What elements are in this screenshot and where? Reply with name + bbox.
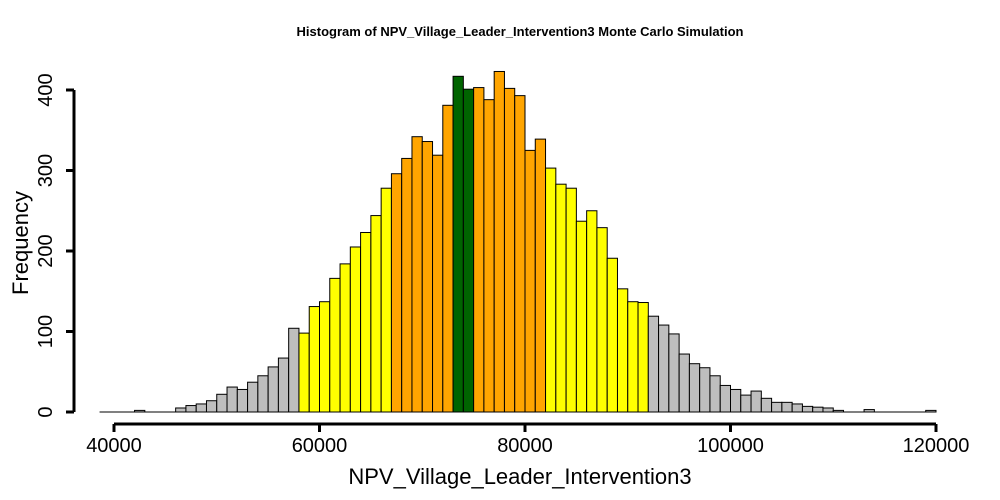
x-axis: 40000 60000 80000 100000 120000: [86, 422, 970, 457]
histogram-bar: [339, 263, 351, 413]
histogram-bar: [606, 257, 618, 413]
histogram-bar: [390, 173, 403, 413]
histogram-bar: [750, 390, 762, 413]
histogram-bar: [812, 406, 824, 413]
y-tick-label: 100: [35, 315, 57, 348]
chart-title: Histogram of NPV_Village_Leader_Interven…: [297, 24, 744, 39]
y-tick-label: 400: [35, 73, 57, 106]
histogram-bar: [760, 397, 773, 413]
histogram-bar: [534, 138, 547, 413]
histogram-bar: [699, 367, 711, 413]
histogram-bar: [267, 366, 279, 413]
histogram-bar: [185, 405, 197, 413]
histogram-bar: [781, 401, 793, 413]
histogram-bar: [616, 288, 629, 413]
histogram-bar: [380, 187, 392, 413]
histogram-bar: [483, 99, 495, 413]
histogram-bar: [586, 210, 598, 413]
histogram-bar: [514, 95, 526, 413]
y-axis: 0 100 200 300 400: [35, 73, 76, 418]
y-tick-label: 0: [35, 406, 57, 417]
histogram-bar: [719, 384, 731, 413]
histogram-bar: [822, 407, 834, 413]
x-tick-label: 80000: [497, 435, 553, 457]
histogram-bar: [329, 277, 341, 413]
histogram-bar: [226, 386, 238, 413]
x-tick-label: 100000: [697, 435, 764, 457]
histogram-bar: [421, 141, 434, 413]
x-tick-label: 40000: [86, 435, 142, 457]
y-tick-label: 200: [35, 234, 57, 267]
histogram-bar: [452, 75, 464, 413]
histogram-bar: [473, 87, 485, 413]
histogram-bars: [134, 70, 937, 413]
x-tick-label: 60000: [292, 435, 348, 457]
histogram-bar: [801, 405, 814, 413]
histogram-bar: [565, 187, 577, 413]
histogram-bar: [442, 104, 454, 413]
histogram-bar: [298, 332, 310, 413]
histogram-bar: [236, 388, 249, 413]
histogram-bar: [319, 301, 331, 413]
histogram-bar: [771, 401, 783, 413]
histogram-bar: [370, 215, 382, 413]
histogram-bar: [411, 136, 423, 413]
histogram-bar: [791, 403, 803, 413]
histogram-bar: [730, 388, 742, 413]
histogram-bar: [349, 246, 362, 413]
x-tick-label: 120000: [903, 435, 970, 457]
histogram-bar: [503, 87, 516, 413]
histogram-bar: [658, 324, 670, 413]
histogram-bar: [647, 315, 660, 413]
histogram-bar: [277, 357, 290, 413]
histogram-bar: [462, 88, 475, 413]
histogram-bar: [401, 157, 413, 413]
histogram-bar: [175, 407, 187, 413]
histogram-bar: [740, 394, 752, 413]
histogram-bar: [195, 403, 207, 413]
histogram-bar: [545, 167, 557, 413]
histogram-bar: [360, 231, 372, 413]
histogram-bar: [637, 302, 649, 413]
histogram-bar: [575, 220, 588, 413]
histogram-bar: [678, 353, 690, 413]
histogram-bar: [688, 363, 701, 413]
histogram-bar: [288, 327, 300, 413]
histogram-bar: [308, 306, 321, 413]
histogram-bar: [493, 70, 505, 413]
histogram-bar: [524, 149, 536, 413]
histogram-bar: [627, 301, 639, 413]
histogram-bar: [668, 333, 680, 413]
x-axis-label: NPV_Village_Leader_Intervention3: [348, 464, 691, 489]
y-tick-label: 300: [35, 154, 57, 187]
histogram-bar: [257, 375, 269, 413]
histogram-bar: [709, 375, 721, 413]
histogram-bar: [596, 227, 608, 413]
histogram-bar: [205, 400, 218, 413]
y-axis-label: Frequency: [8, 191, 33, 295]
histogram-bar: [216, 393, 228, 413]
histogram-bar: [555, 183, 567, 413]
histogram-bar: [432, 154, 444, 413]
histogram-bar: [247, 381, 259, 413]
